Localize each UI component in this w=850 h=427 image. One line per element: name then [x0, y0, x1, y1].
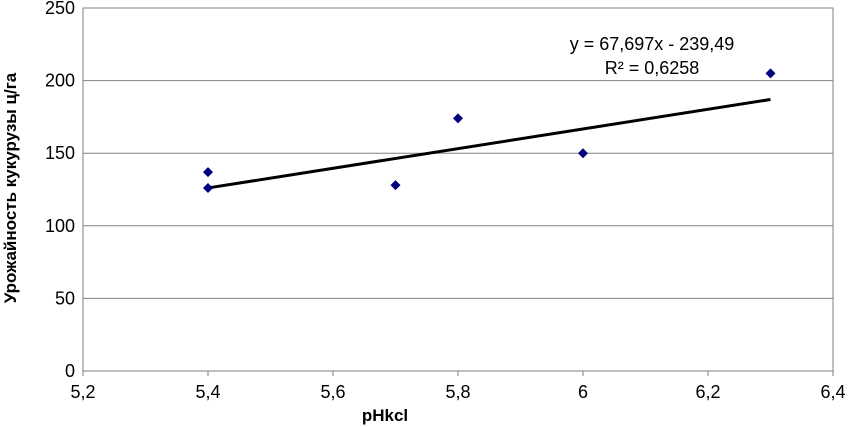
x-axis-tick-labels: 5,2 5,4 5,6 5,8 6 6,2 6,4: [70, 371, 846, 402]
y-tick-label: 200: [45, 71, 75, 91]
x-tick-label: 5,2: [70, 382, 95, 402]
gridlines: [83, 80, 833, 299]
data-point: [203, 167, 213, 178]
y-tick-label: 0: [65, 361, 75, 381]
data-point: [765, 68, 776, 79]
data-point: [578, 148, 588, 159]
x-axis-title: pHkcl: [362, 406, 408, 425]
x-tick-label: 5,4: [195, 382, 220, 402]
trendline-equation: y = 67,697x - 239,49: [570, 34, 735, 54]
y-tick-label: 150: [45, 143, 75, 163]
x-tick-label: 6,2: [695, 382, 720, 402]
x-tick-label: 6,4: [820, 382, 845, 402]
x-tick-label: 6: [578, 382, 588, 402]
trendline-r-squared: R² = 0,6258: [605, 58, 700, 78]
y-tick-label: 250: [45, 0, 75, 18]
data-point: [453, 113, 463, 124]
data-point: [390, 180, 401, 191]
y-axis-title: Урожайность кукурузы ц/га: [1, 72, 20, 303]
x-tick-label: 5,8: [445, 382, 470, 402]
y-axis-tick-labels: 0 50 100 150 200 250: [45, 0, 75, 381]
y-tick-label: 100: [45, 216, 75, 236]
data-points: [203, 68, 776, 194]
x-tick-label: 5,6: [320, 382, 345, 402]
data-point: [203, 183, 213, 194]
y-tick-label: 50: [55, 288, 75, 308]
plot-area: [82, 7, 834, 372]
trendline: [207, 97, 771, 190]
